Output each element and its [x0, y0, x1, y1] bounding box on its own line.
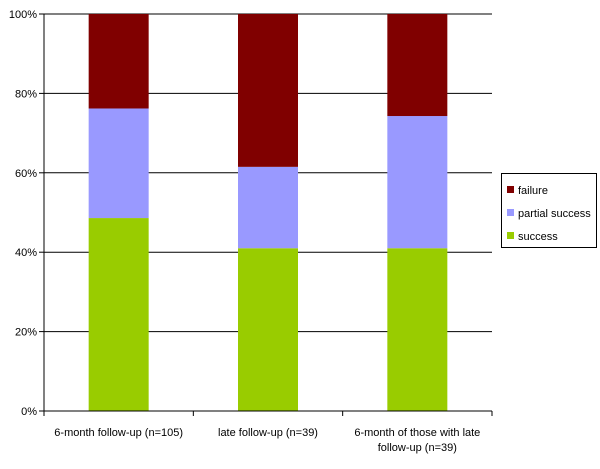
y-tick-label: 60% [15, 168, 37, 180]
x-axis-labels: 6-month follow-up (n=105) late follow-up … [54, 427, 480, 454]
bar-segment [238, 14, 298, 167]
legend-swatch [507, 209, 514, 216]
x-tick-label: 6-month of those with late [354, 427, 480, 439]
bar-segment [88, 14, 149, 109]
x-tick-label: follow-up (n=39) [378, 442, 457, 454]
x-tick-label: late follow-up (n=39) [218, 427, 318, 439]
bar-segment [238, 166, 298, 249]
bars [88, 14, 448, 411]
y-axis-ticks: 0% 20% 40% 60% 80% 100% [9, 9, 37, 418]
legend-swatch [507, 232, 514, 239]
axes [39, 13, 493, 416]
legend-swatch [507, 186, 514, 193]
legend-label: failure [518, 185, 548, 197]
legend: failure partial success success [501, 173, 597, 248]
y-tick-label: 40% [15, 247, 37, 259]
x-tick-label: 6-month follow-up (n=105) [54, 427, 183, 439]
bar-segment [387, 14, 448, 117]
legend-label: partial success [518, 208, 591, 220]
y-tick-label: 0% [21, 406, 37, 418]
bar-segment [88, 218, 149, 411]
legend-label: success [518, 231, 558, 243]
legend-box [501, 173, 597, 248]
y-tick-label: 100% [9, 9, 37, 21]
y-tick-label: 20% [15, 327, 37, 339]
y-tick-label: 80% [15, 88, 37, 100]
bar-segment [238, 248, 298, 411]
bar-segment [88, 108, 149, 219]
bar-segment [387, 116, 448, 249]
bar-segment [387, 248, 448, 411]
